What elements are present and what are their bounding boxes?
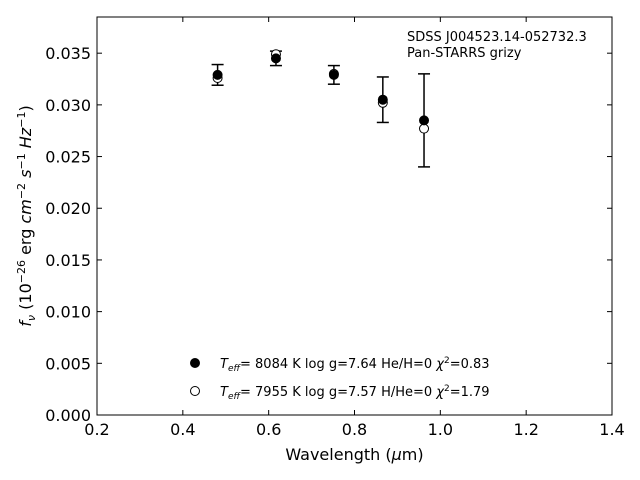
model-point-filled — [270, 53, 281, 64]
x-tick-label: 0.2 — [84, 420, 109, 439]
model-point-filled — [377, 94, 388, 105]
x-tick-label: 1.4 — [599, 420, 624, 439]
x-tick-label: 0.4 — [170, 420, 195, 439]
annotation-survey: Pan-STARRS grizy — [407, 46, 522, 61]
x-axis-label: Wavelength (μm) — [285, 445, 423, 464]
annotation-object-name: SDSS J004523.14-052732.3 — [407, 30, 587, 45]
model-point-filled — [419, 115, 430, 126]
y-tick-label: 0.005 — [45, 354, 91, 373]
model-point-filled — [328, 69, 339, 80]
y-tick-label: 0.000 — [45, 406, 91, 425]
y-tick-label: 0.020 — [45, 199, 91, 218]
y-axis-label: fν (10−26 erg cm−2 s−1 Hz−1) — [15, 105, 38, 326]
legend-marker-open — [190, 386, 200, 396]
legend-label-filled: Teff= 8084 K log g=7.64 He/H=0 χ2=0.83 — [220, 356, 490, 374]
y-tick-label: 0.025 — [45, 148, 91, 167]
legend-marker-filled — [190, 358, 200, 368]
legend-label-open: Teff= 7955 K log g=7.57 H/He=0 χ2=1.79 — [220, 384, 490, 402]
y-tick-label: 0.015 — [45, 251, 91, 270]
model-point-open — [419, 123, 430, 134]
axis-ticks — [96, 17, 613, 416]
plot-frame — [96, 16, 613, 416]
error-bars — [211, 50, 431, 168]
x-tick-label: 1.2 — [513, 420, 538, 439]
x-tick-label: 1.0 — [428, 420, 453, 439]
x-tick-label: 0.6 — [256, 420, 281, 439]
legend: Teff= 8084 K log g=7.64 He/H=0 χ2=0.83 T… — [190, 356, 490, 402]
y-tick-label: 0.030 — [45, 96, 91, 115]
y-tick-label: 0.010 — [45, 303, 91, 322]
axis-tick-labels: 0.2 0.4 0.6 0.8 1.0 1.2 1.4 0.000 0.005 0.010 0.01… — [45, 44, 625, 439]
model-point-filled — [212, 69, 223, 80]
series-points — [212, 49, 430, 134]
y-tick-label: 0.035 — [45, 44, 91, 63]
x-tick-label: 0.8 — [342, 420, 367, 439]
